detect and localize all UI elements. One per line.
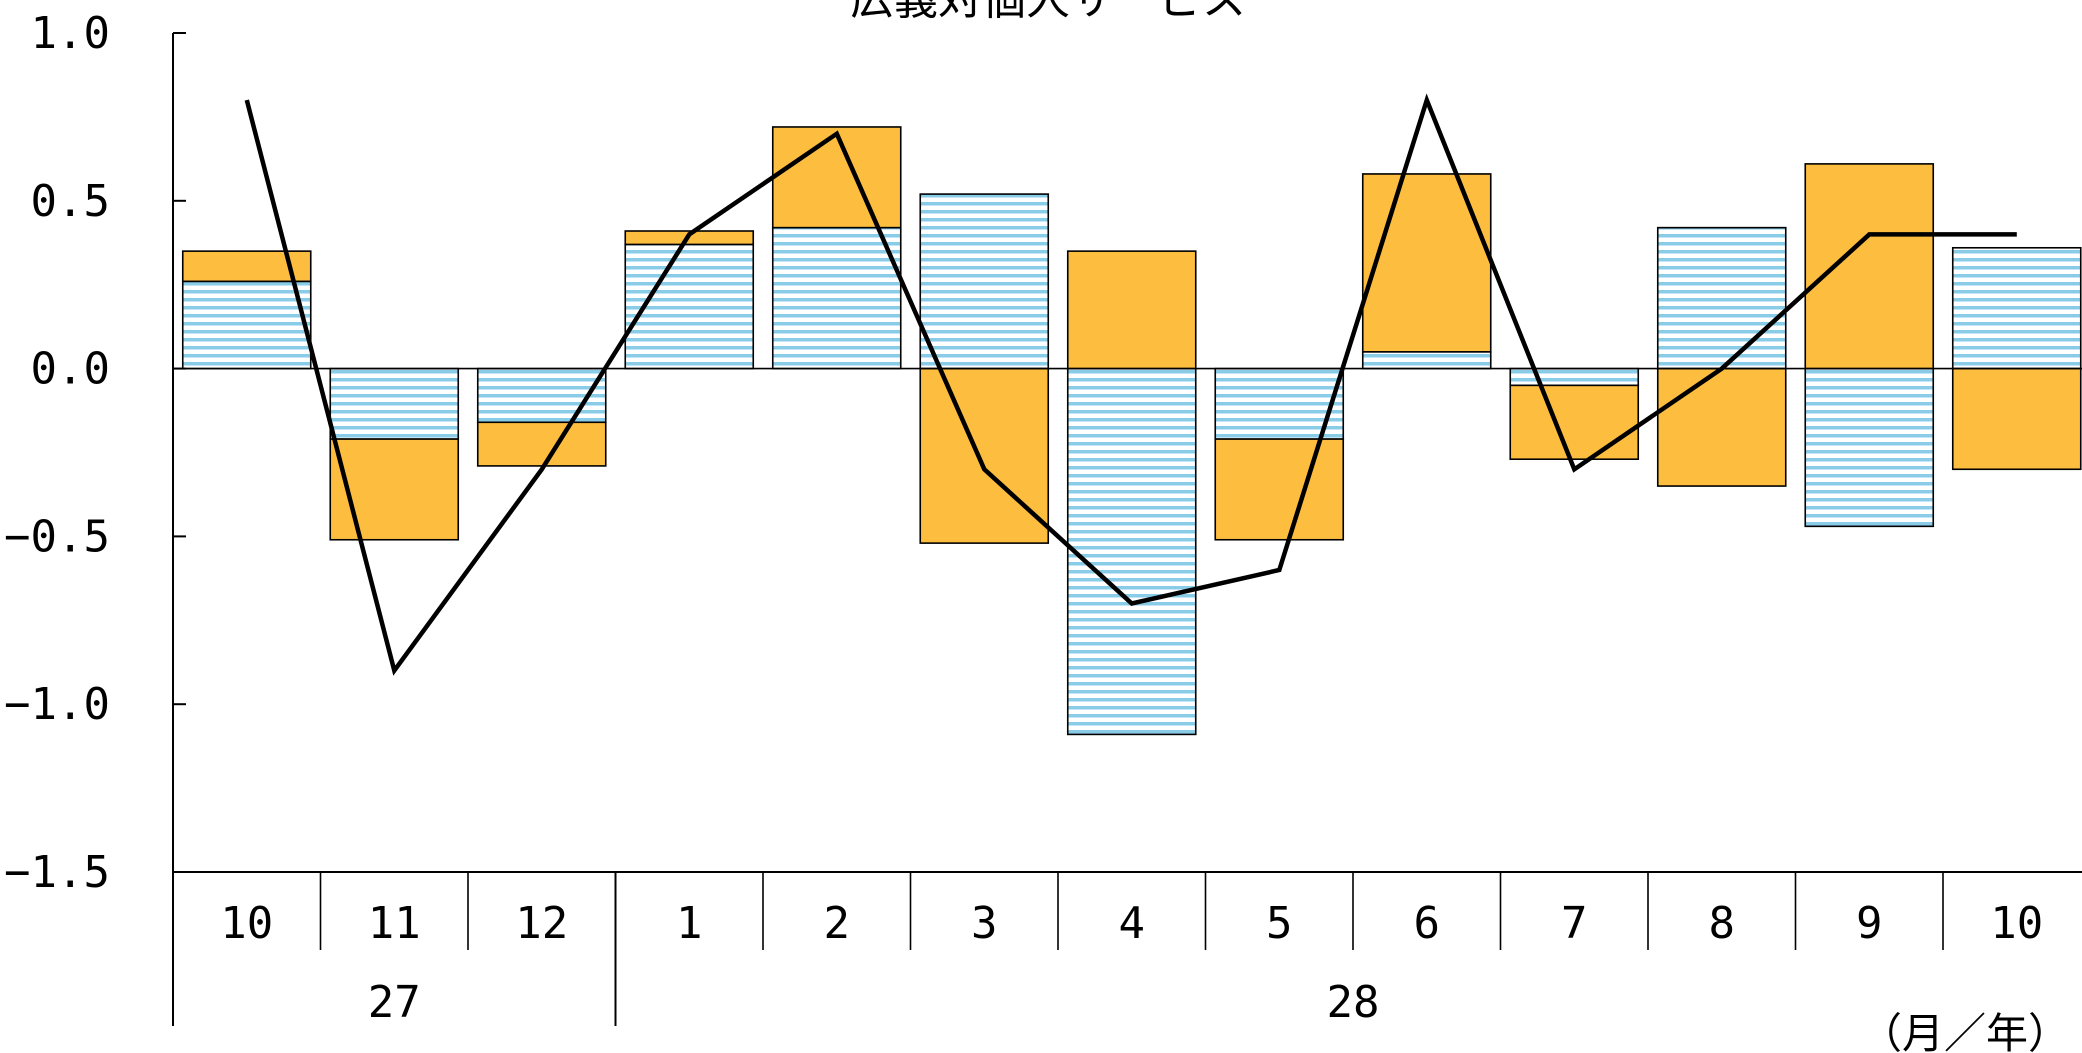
axes <box>172 32 2082 1026</box>
y-tick-label: −1.5 <box>4 847 110 898</box>
y-tick-label: −0.5 <box>4 511 110 562</box>
bar-solid-8 <box>1361 173 1492 353</box>
bar-stripe-11 <box>1804 367 1935 528</box>
x-tick-label: 5 <box>1266 898 1293 949</box>
x-tick-label: 9 <box>1856 898 1883 949</box>
x-tick-label: 12 <box>515 898 568 949</box>
x-tick-label: 10 <box>1990 898 2043 949</box>
series-line <box>244 93 2017 676</box>
y-tick-label: 0.5 <box>31 176 110 227</box>
line-layer <box>244 93 2017 676</box>
year-label: 27 <box>368 977 421 1028</box>
x-tick-label: 10 <box>220 898 273 949</box>
x-tick-label: 2 <box>824 898 851 949</box>
bar-stripe-9 <box>1509 367 1640 387</box>
y-tick-label: 0.0 <box>31 344 110 395</box>
bar-stripe-4 <box>771 226 902 370</box>
bar-solid-10 <box>1656 367 1787 487</box>
bar-solid-9 <box>1509 384 1640 461</box>
x-tick-label: 4 <box>1119 898 1146 949</box>
x-tick-label: 6 <box>1414 898 1441 949</box>
bar-solid-2 <box>476 421 607 467</box>
bar-solid-4 <box>771 126 902 229</box>
x-tick-label: 1 <box>676 898 703 949</box>
x-tick-label: 8 <box>1709 898 1736 949</box>
bar-stripe-6 <box>1066 367 1197 736</box>
tick-labels: 1.00.50.0−0.5−1.0−1.510 11 12 1 2 3 4 5 6 7 8 9 1027… <box>4 8 2043 1028</box>
x-tick-label: 3 <box>971 898 998 949</box>
bar-solid-7 <box>1214 438 1345 541</box>
x-tick-label: 7 <box>1561 898 1588 949</box>
y-tick-label: 1.0 <box>31 8 110 59</box>
bar-stripe-5 <box>919 193 1050 370</box>
x-tick-label: 11 <box>368 898 421 949</box>
bar-stripe-0 <box>181 280 312 370</box>
x-unit-label: （月／年） <box>1860 1009 2070 1053</box>
chart-title: ー広義対個人サービス <box>806 0 1246 25</box>
bar-stripe-10 <box>1656 226 1787 370</box>
bar-solid-6 <box>1066 250 1197 370</box>
bar-solid-5 <box>919 367 1050 544</box>
y-tick-label: −1.0 <box>4 679 110 730</box>
bar-solid-12 <box>1951 367 2082 471</box>
bar-stripe-8 <box>1361 351 1492 370</box>
bar-stripe-12 <box>1951 246 2082 370</box>
bar-solid-1 <box>329 438 460 541</box>
year-label: 28 <box>1327 977 1380 1028</box>
bar-stripe-1 <box>329 367 460 440</box>
bar-layer <box>181 126 2082 736</box>
bar-solid-11 <box>1804 163 1935 370</box>
